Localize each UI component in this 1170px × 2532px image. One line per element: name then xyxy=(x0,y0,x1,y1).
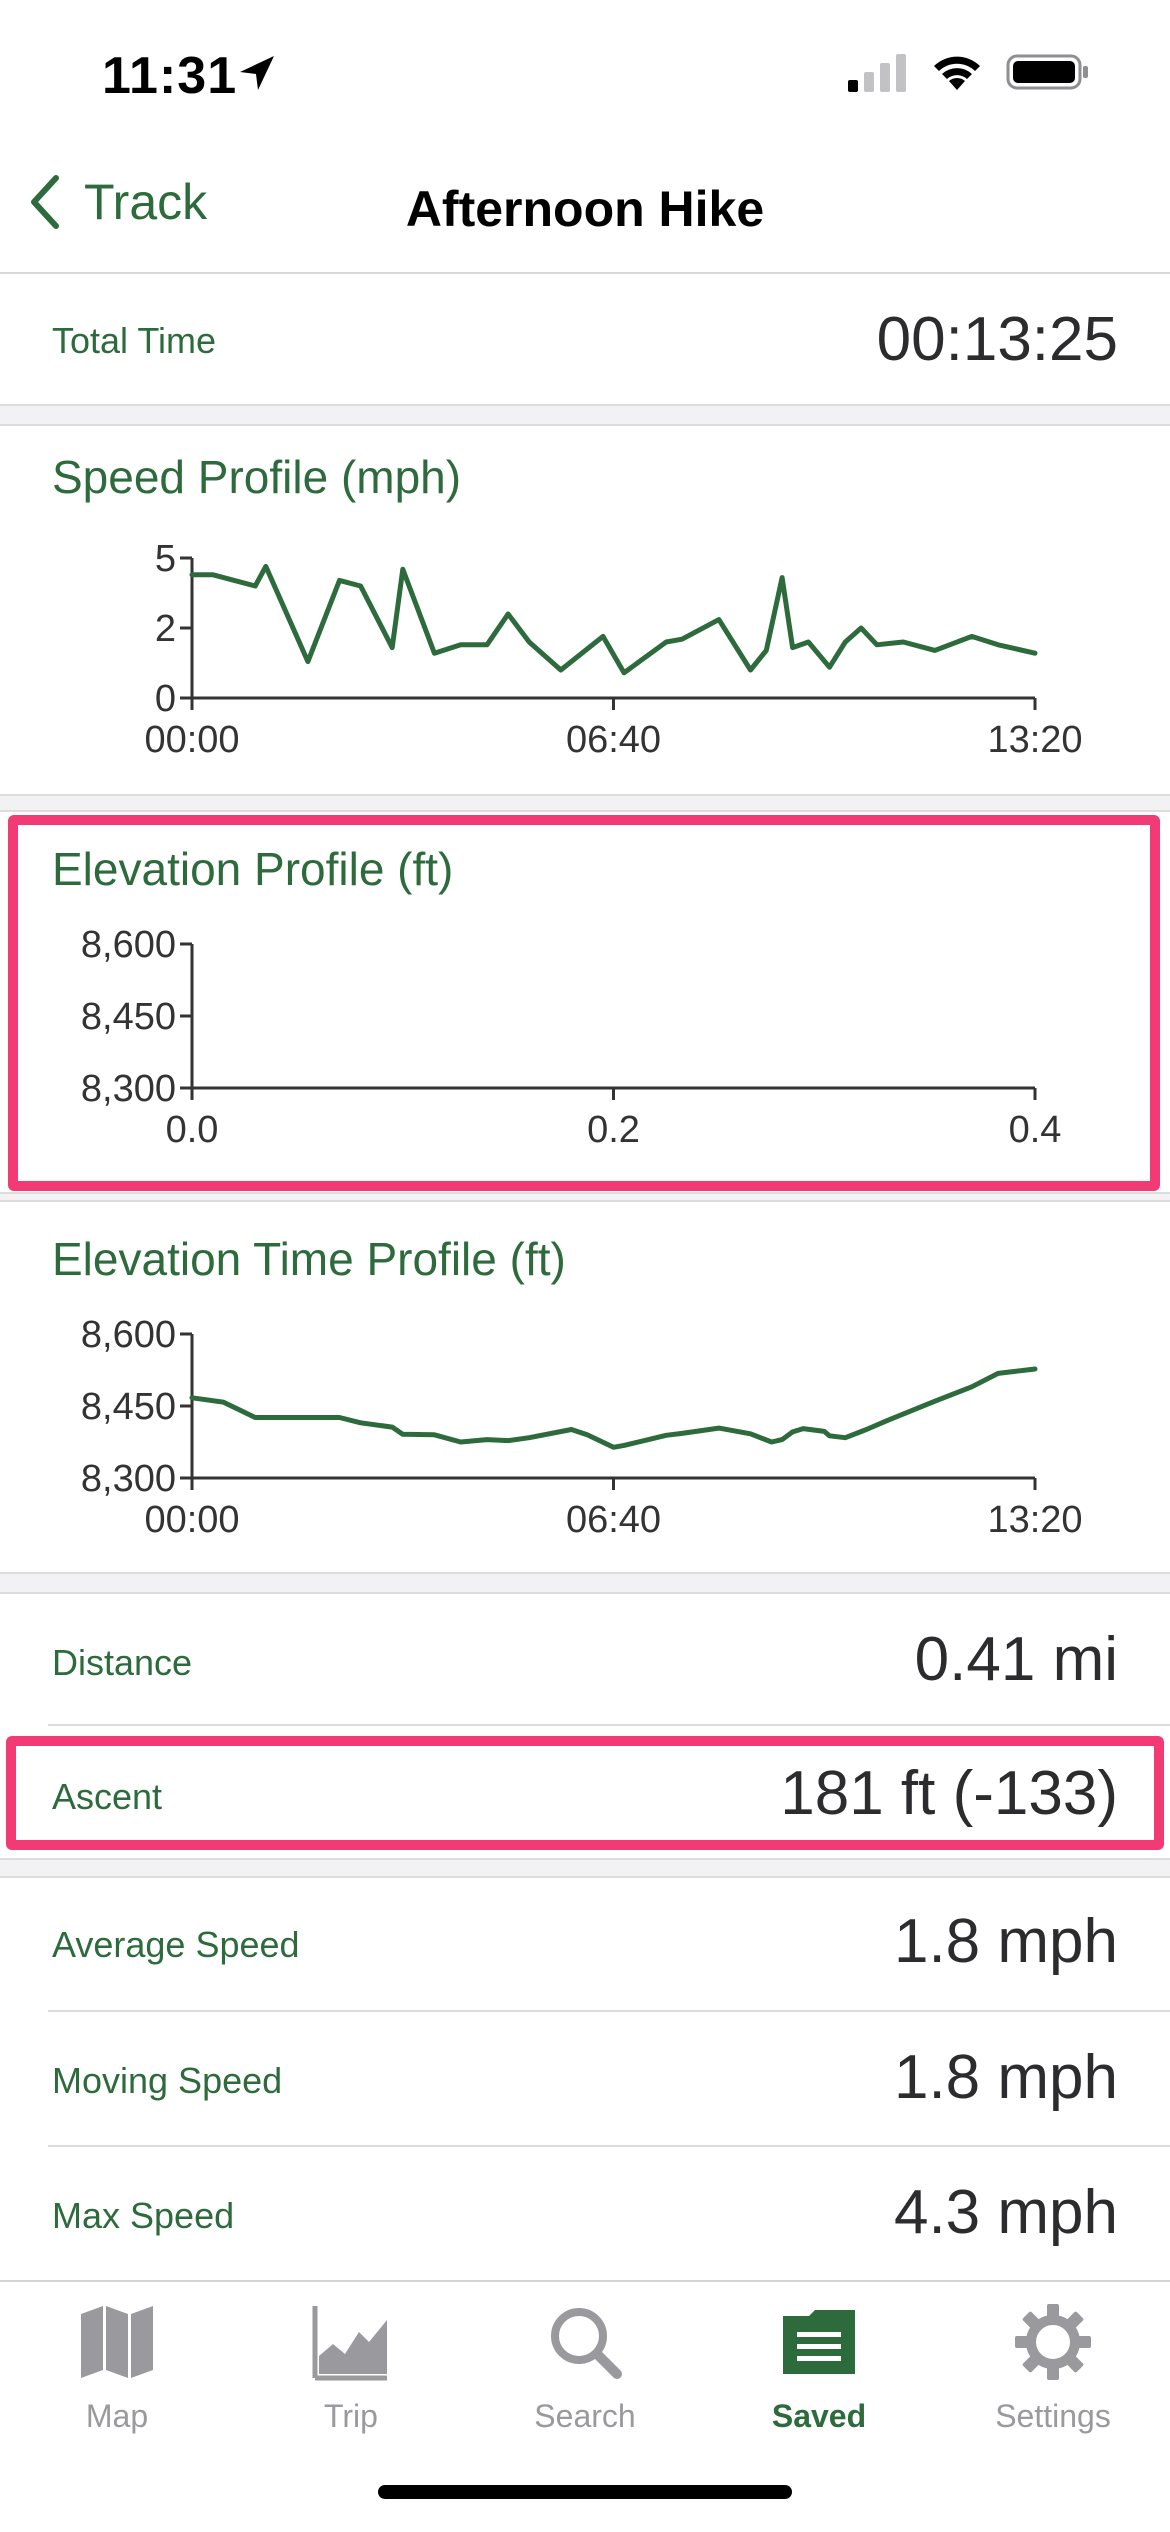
speed-y-tick-label: 2 xyxy=(155,608,176,650)
section-separator xyxy=(0,1572,1170,1594)
tab-saved[interactable]: Saved xyxy=(702,2302,936,2435)
stat-value-total-time: 00:13:25 xyxy=(876,305,1118,374)
stat-row-ascent: Ascent 181 ft (-133) xyxy=(0,1730,1170,1858)
speed-profile-card: Speed Profile (mph) 5 2 0 00:00 06:40 13:20 xyxy=(0,426,1170,794)
elevation_time-x-tick-label: 13:20 xyxy=(987,1499,1082,1541)
section-separator xyxy=(0,1192,1170,1202)
stat-label-moving-speed: Moving Speed xyxy=(52,2060,283,2101)
chart-icon xyxy=(312,2306,387,2381)
elevation-y-tick-label: 8,300 xyxy=(81,1068,176,1110)
back-button[interactable]: Track xyxy=(26,172,207,232)
speed-x-tick-label: 06:40 xyxy=(566,719,661,761)
back-button-label: Track xyxy=(84,174,208,230)
elevation-time-profile-title: Elevation Time Profile (ft) xyxy=(52,1233,566,1285)
speed-x-tick-label: 13:20 xyxy=(987,719,1082,761)
magnifier-icon xyxy=(551,2308,622,2379)
stat-label-distance: Distance xyxy=(52,1642,193,1683)
tab-saved-label: Saved xyxy=(771,2398,867,2434)
home-indicator xyxy=(378,2485,792,2499)
stat-row-distance: Distance 0.41 mi xyxy=(0,1594,1170,1724)
navigation-bar: Track Afternoon Hike xyxy=(0,150,1170,274)
speed-y-tick-label: 0 xyxy=(155,678,176,720)
chevron-left-icon xyxy=(31,175,59,229)
status-bar: 11:31 xyxy=(0,0,1170,150)
divider xyxy=(48,1724,1170,1726)
elevation_time-x-tick-label: 00:00 xyxy=(144,1499,239,1541)
gear-icon xyxy=(1015,2304,1091,2380)
section-separator xyxy=(0,794,1170,812)
page-title: Afternoon Hike xyxy=(405,181,765,237)
tab-settings-label: Settings xyxy=(995,2398,1111,2434)
divider xyxy=(48,2145,1170,2147)
elevation-x-tick-label: 0.0 xyxy=(166,1109,219,1151)
location-arrow-icon xyxy=(240,56,274,90)
speed-profile-chart: 5 2 000:00 06:40 13:20 xyxy=(144,538,1082,761)
stat-row-moving-speed: Moving Speed 1.8 mph xyxy=(0,2012,1170,2146)
stat-row-max-speed: Max Speed 4.3 mph xyxy=(0,2147,1170,2279)
elevation-y-tick-label: 8,600 xyxy=(81,924,176,966)
stat-row-total-time: Total Time 00:13:25 xyxy=(0,276,1170,404)
stat-label-ascent: Ascent xyxy=(52,1776,163,1817)
divider xyxy=(48,2010,1170,2012)
elevation-x-tick-label: 0.2 xyxy=(587,1109,640,1151)
stat-label-average-speed: Average Speed xyxy=(52,1924,300,1965)
tab-trip[interactable]: Trip xyxy=(234,2302,468,2435)
stat-value-ascent: 181 ft (-133) xyxy=(780,1759,1118,1828)
folder-icon xyxy=(783,2310,855,2374)
elevation-profile-card: Elevation Profile (ft) 8,600 8,450 8,300 0.… xyxy=(0,812,1170,1190)
wifi-icon xyxy=(934,56,980,90)
elevation-time-profile-card: Elevation Time Profile (ft) 8,600 8,450 8,… xyxy=(0,1202,1170,1572)
stat-label-total-time: Total Time xyxy=(52,320,217,361)
elevation_time-y-tick-label: 8,450 xyxy=(81,1386,176,1428)
stat-value-average-speed: 1.8 mph xyxy=(893,1907,1118,1976)
elevation_time-x-tick-label: 06:40 xyxy=(566,1499,661,1541)
battery-icon xyxy=(1006,54,1088,90)
tab-settings[interactable]: Settings xyxy=(936,2302,1170,2435)
map-icon xyxy=(81,2306,153,2378)
cellular-signal-icon xyxy=(848,54,906,92)
status-time: 11:31 xyxy=(102,47,238,105)
stat-value-max-speed: 4.3 mph xyxy=(893,2178,1118,2247)
elevation-profile-title: Elevation Profile (ft) xyxy=(52,843,454,895)
tab-map-label: Map xyxy=(85,2398,149,2434)
elevation_time-series-line xyxy=(189,1366,1038,1450)
stat-value-moving-speed: 1.8 mph xyxy=(893,2043,1118,2112)
elevation-x-tick-label: 0.4 xyxy=(1009,1109,1062,1151)
tab-trip-label: Trip xyxy=(324,2398,378,2434)
stat-label-max-speed: Max Speed xyxy=(52,2195,235,2236)
elevation_time-y-tick-label: 8,600 xyxy=(81,1314,176,1356)
speed-profile-title: Speed Profile (mph) xyxy=(52,451,462,503)
elevation_time-y-tick-label: 8,300 xyxy=(81,1458,176,1500)
section-separator xyxy=(0,1858,1170,1878)
tab-map[interactable]: Map xyxy=(0,2302,234,2435)
section-separator xyxy=(0,404,1170,426)
elevation-y-tick-label: 8,450 xyxy=(81,996,176,1038)
stat-value-distance: 0.41 mi xyxy=(914,1625,1118,1694)
stat-row-average-speed: Average Speed 1.8 mph xyxy=(0,1878,1170,2010)
speed-x-tick-label: 00:00 xyxy=(144,719,239,761)
speed-series-line xyxy=(189,563,1038,676)
tab-search[interactable]: Search xyxy=(468,2302,702,2435)
speed-y-tick-label: 5 xyxy=(155,538,176,580)
tab-search-label: Search xyxy=(534,2398,636,2434)
